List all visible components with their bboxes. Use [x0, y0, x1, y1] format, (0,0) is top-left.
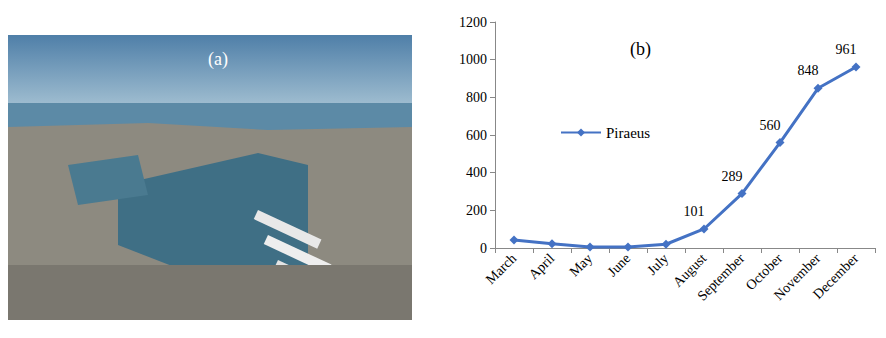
svg-text:August: August [670, 250, 710, 290]
svg-text:101: 101 [684, 204, 705, 219]
svg-text:(a): (a) [208, 49, 228, 70]
svg-text:560: 560 [760, 118, 781, 133]
svg-text:1000: 1000 [459, 52, 487, 67]
svg-text:December: December [810, 250, 861, 301]
svg-text:848: 848 [798, 63, 819, 78]
svg-text:600: 600 [466, 128, 487, 143]
svg-text:September: September [694, 250, 747, 303]
svg-text:April: April [526, 251, 558, 283]
svg-text:961: 961 [836, 42, 857, 57]
svg-text:November: November [771, 250, 824, 303]
svg-text:400: 400 [466, 165, 487, 180]
svg-text:Piraeus: Piraeus [606, 125, 650, 141]
svg-text:0: 0 [480, 241, 487, 256]
svg-text:March: March [483, 251, 519, 287]
svg-text:July: July [644, 251, 671, 278]
svg-text:800: 800 [466, 90, 487, 105]
svg-text:289: 289 [722, 169, 743, 184]
svg-text:(b): (b) [630, 39, 651, 60]
svg-text:June: June [605, 251, 634, 280]
svg-text:200: 200 [466, 203, 487, 218]
svg-text:1200: 1200 [459, 15, 487, 30]
svg-text:October: October [742, 250, 786, 294]
svg-text:May: May [567, 251, 596, 280]
